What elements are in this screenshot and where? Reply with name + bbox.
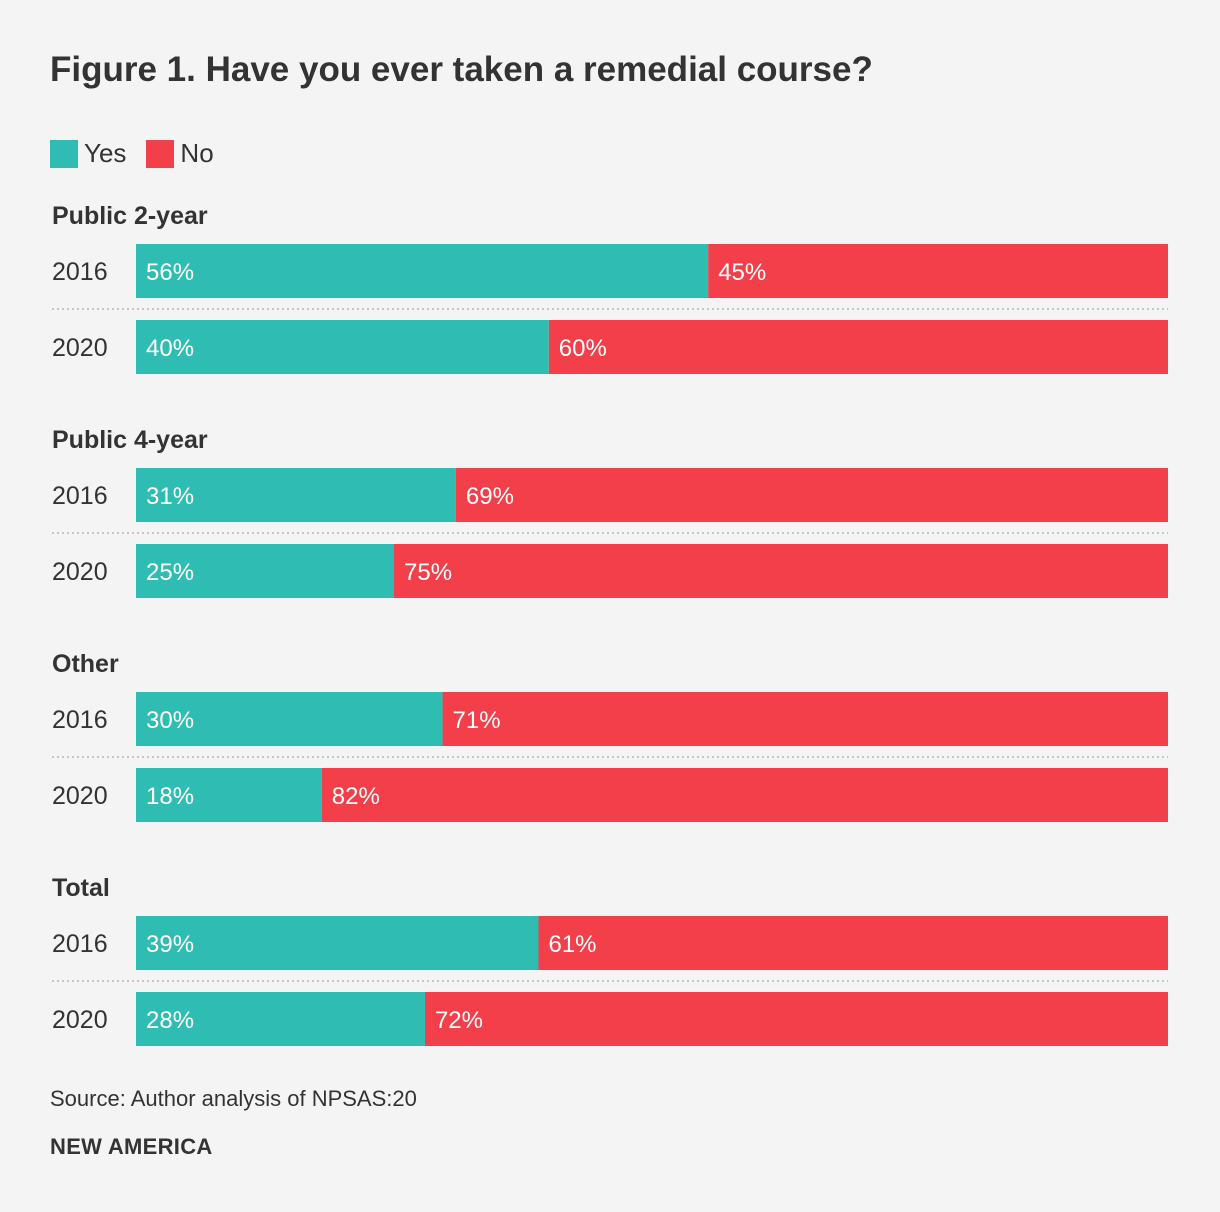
chart-title: Figure 1. Have you ever taken a remedial… [50, 50, 873, 89]
bar-no [455, 468, 1168, 522]
bar-no [321, 768, 1168, 822]
bar-yes [136, 244, 709, 298]
data-label-yes: 39% [146, 931, 194, 958]
year-label: 2020 [52, 782, 108, 810]
data-label-no: 45% [718, 259, 766, 286]
data-label-no: 72% [435, 1007, 483, 1034]
data-label-no: 60% [559, 335, 607, 362]
year-label: 2020 [52, 558, 108, 586]
bar-yes [136, 692, 443, 746]
bar-no [424, 992, 1169, 1046]
bar-no [394, 544, 1168, 598]
group-label: Total [52, 874, 110, 902]
legend: Yes No [50, 138, 234, 169]
bar-yes [136, 768, 322, 822]
data-label-yes: 40% [146, 335, 194, 362]
year-label: 2016 [52, 706, 108, 734]
legend-swatch-yes [50, 139, 78, 168]
bar-yes [136, 544, 394, 598]
year-label: 2016 [52, 258, 108, 286]
bar-yes [136, 992, 425, 1046]
data-label-yes: 25% [146, 559, 194, 586]
data-label-yes: 28% [146, 1007, 194, 1034]
group-label: Public 2-year [52, 202, 208, 230]
data-label-yes: 30% [146, 707, 194, 734]
bar-no [708, 244, 1168, 298]
bar-no [442, 692, 1168, 746]
year-label: 2016 [52, 930, 108, 958]
legend-item-no: No [146, 138, 214, 169]
data-label-yes: 56% [146, 259, 194, 286]
legend-label-no: No [180, 138, 214, 168]
data-label-no: 69% [466, 483, 514, 510]
bar-yes [136, 320, 549, 374]
data-label-yes: 31% [146, 483, 194, 510]
brand-logo-text: NEW AMERICA [50, 1134, 213, 1159]
year-label: 2020 [52, 1006, 108, 1034]
bar-yes [136, 916, 539, 970]
data-label-no: 71% [453, 707, 501, 734]
year-label: 2020 [52, 334, 108, 362]
legend-label-yes: Yes [84, 138, 127, 168]
bar-yes [136, 468, 456, 522]
group-label: Public 4-year [52, 426, 208, 454]
legend-swatch-no [146, 139, 175, 168]
source-note: Source: Author analysis of NPSAS:20 [50, 1086, 417, 1111]
bar-no [538, 916, 1168, 970]
data-label-yes: 18% [146, 783, 194, 810]
bar-no [548, 320, 1168, 374]
data-label-no: 82% [332, 783, 380, 810]
group-label: Other [52, 650, 119, 678]
data-label-no: 61% [548, 931, 596, 958]
data-label-no: 75% [404, 559, 452, 586]
legend-item-yes: Yes [50, 138, 126, 169]
year-label: 2016 [52, 482, 108, 510]
